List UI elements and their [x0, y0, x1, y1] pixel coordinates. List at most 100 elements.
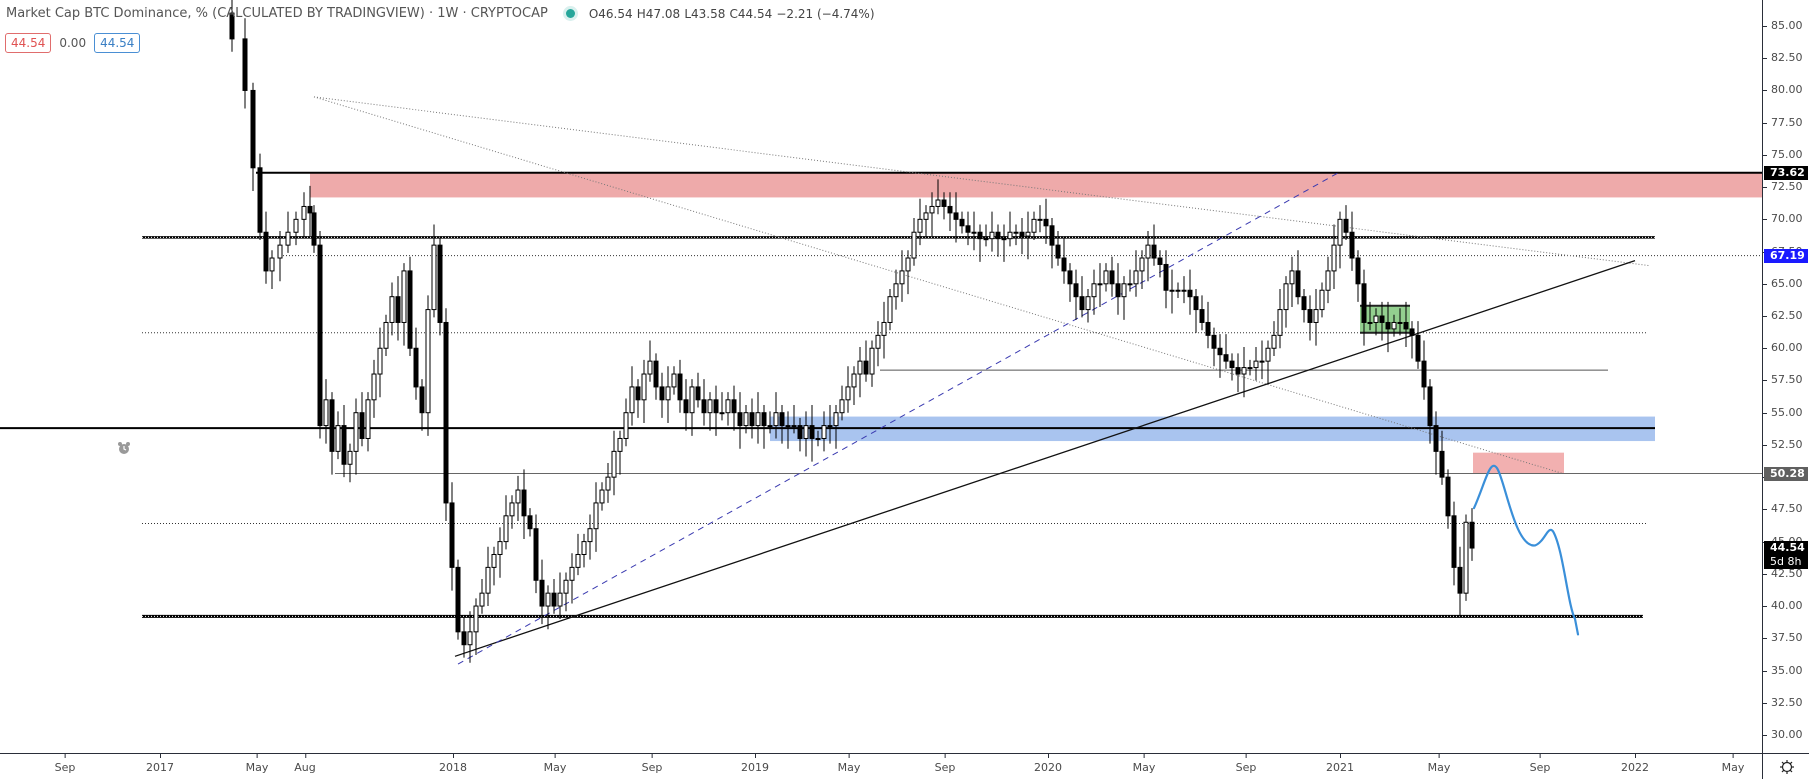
candle-up [383, 321, 389, 349]
candle-down [653, 360, 659, 388]
candle-up [1133, 270, 1139, 285]
candle-down [731, 399, 737, 414]
time-tick: 2018 [439, 754, 467, 774]
value-mid: 0.00 [59, 36, 87, 50]
candle-down [995, 231, 1001, 240]
candle-up [1181, 289, 1187, 292]
candle-down [683, 399, 689, 414]
candle-down [977, 231, 983, 240]
candle-up [887, 296, 893, 323]
candle-down [229, 12, 235, 40]
candle-down [1223, 354, 1229, 362]
candle-down [242, 38, 248, 91]
candle-up [1103, 270, 1109, 285]
candle-down [737, 412, 743, 427]
time-tick: Sep [935, 754, 955, 774]
candle-down [395, 296, 401, 323]
ohlc-change: −2.21 (−4.74%) [776, 6, 875, 21]
candle-down [1439, 450, 1445, 478]
ohlc-low: L43.58 [684, 6, 726, 21]
candle-up [347, 450, 353, 465]
candle-down [407, 270, 413, 349]
market-status-dot-icon [565, 9, 575, 18]
symbol-title[interactable]: Market Cap BTC Dominance, % (CALCULATED … [6, 6, 548, 21]
ohlc-open: O46.54 [588, 6, 633, 21]
candle-down [359, 412, 365, 439]
price-label: 73.62 [1764, 165, 1808, 180]
candle-down [1163, 263, 1169, 291]
candle-down [449, 502, 455, 568]
candle-down [1061, 257, 1067, 272]
indicator-values: 44.54 0.00 44.54 [5, 33, 141, 53]
candle-down [539, 579, 545, 607]
value-left-box[interactable]: 44.54 [5, 33, 52, 53]
price-label: 67.19 [1764, 248, 1808, 263]
time-axis[interactable]: Sep 2017 May Aug 2018 May Sep 2019 May Sep 2020 May… [0, 753, 1762, 779]
candle-up [1265, 347, 1271, 362]
candle-down [1307, 309, 1313, 323]
candle-down [1157, 257, 1163, 265]
candle-up [599, 489, 605, 504]
candle-down [1301, 296, 1307, 311]
candle-down [257, 167, 263, 233]
candle-up [473, 605, 479, 633]
candle-up [815, 437, 821, 440]
candle-down [1451, 515, 1457, 568]
candle-up [293, 218, 299, 233]
candle-up [503, 515, 509, 543]
candle-down [1217, 347, 1223, 356]
alarm-clock-icon[interactable] [117, 441, 131, 455]
candle-up [641, 373, 647, 401]
candle-up [1091, 283, 1097, 298]
candle-up [1259, 360, 1265, 363]
price-chart[interactable] [0, 0, 1762, 753]
time-tick: Aug [294, 754, 316, 774]
candle-down [1457, 566, 1463, 594]
candle-up [1145, 244, 1151, 259]
candle-down [809, 425, 815, 439]
candle-up [269, 257, 275, 272]
candle-up [365, 399, 371, 439]
candle-up [563, 579, 569, 594]
value-right-box[interactable]: 44.54 [94, 33, 141, 53]
candle-up [1247, 367, 1253, 370]
time-tick: 2021 [1326, 754, 1354, 774]
chart-pane[interactable]: Market Cap BTC Dominance, % (CALCULATED … [0, 0, 1762, 753]
candle-down [1049, 225, 1055, 246]
candle-up [1337, 218, 1343, 246]
candle-down [329, 399, 335, 452]
candle-down [677, 373, 683, 401]
candle-down [1151, 244, 1157, 259]
settings-button[interactable] [1762, 753, 1809, 779]
candle-up [569, 566, 575, 581]
resistance-zone [310, 172, 1762, 198]
time-tick: May [1722, 754, 1744, 774]
candle-down [1379, 315, 1385, 323]
candle-up [1085, 296, 1091, 311]
candle-down [713, 399, 719, 414]
candle-up [1007, 231, 1013, 240]
time-tick: 2022 [1621, 754, 1649, 774]
consolidation-zone [1360, 305, 1410, 333]
candle-up [509, 502, 515, 517]
candle-down [635, 386, 641, 401]
candle-up [725, 399, 731, 414]
time-tick: Sep [1236, 754, 1256, 774]
candle-down [953, 212, 959, 220]
price-label: 50.28 [1764, 466, 1808, 481]
candle-up [791, 425, 797, 428]
candle-down [947, 205, 953, 214]
candle-up [1397, 321, 1403, 324]
candle-down [1349, 231, 1355, 259]
candle-down [455, 566, 461, 633]
candle-down [461, 631, 467, 646]
candle-up [1277, 309, 1283, 336]
candle-down [1211, 334, 1217, 349]
candle-up [1001, 238, 1007, 241]
candle-up [845, 386, 851, 401]
candle-up [785, 425, 791, 428]
candle-up [1271, 334, 1277, 349]
candle-up [1463, 521, 1469, 594]
price-axis[interactable]: 85.0082.5080.0077.5075.0072.5070.0067.50… [1762, 0, 1809, 753]
candle-down [797, 425, 803, 439]
